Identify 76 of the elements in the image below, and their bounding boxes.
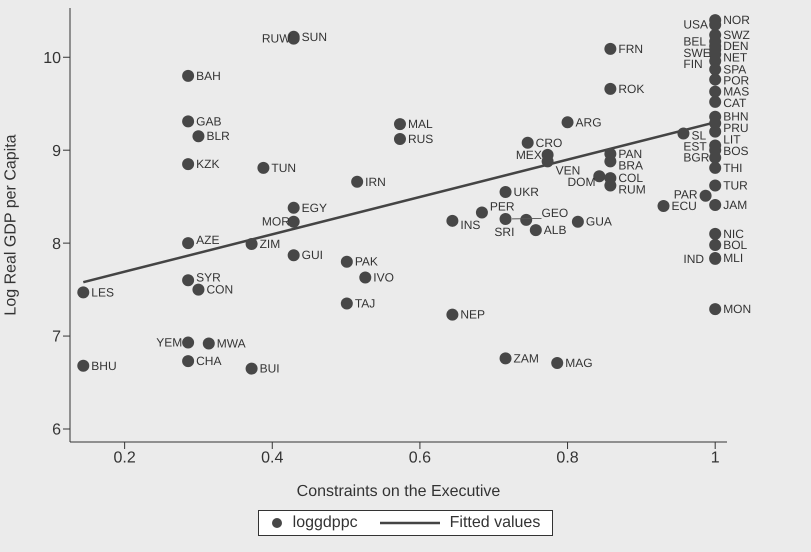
annotation: MON — [723, 302, 752, 316]
annotation: THI — [723, 160, 743, 175]
annotation: COL — [618, 171, 644, 186]
annotation: BHU — [91, 358, 117, 373]
annotation: NOR — [723, 13, 750, 28]
annotation: TAJ — [354, 296, 376, 311]
annotation: AZE — [196, 233, 220, 248]
annotation: BAH — [196, 68, 221, 83]
annotation: ZIM — [260, 237, 280, 252]
annotation: NEP — [460, 308, 486, 322]
annotation: BRA — [618, 158, 644, 172]
annotation: ARG — [576, 115, 602, 130]
annotation: ALB — [544, 223, 566, 238]
annotation: FRN — [618, 42, 644, 56]
y-tick-label: 7 — [52, 328, 62, 346]
annotation: INS — [460, 218, 480, 232]
annotation: LIT — [723, 132, 742, 147]
annotation: PRU — [723, 121, 749, 136]
annotation: CRO — [536, 136, 562, 150]
x-tick-label: 0.6 — [408, 449, 432, 466]
annotation: CON — [206, 282, 234, 297]
x-tick-label: 0.8 — [556, 449, 579, 466]
annotation: GUI — [302, 248, 324, 262]
annotation: TUN — [271, 160, 296, 175]
y-tick-label: 6 — [52, 422, 62, 439]
annotation: SWZ — [723, 28, 750, 42]
annotation: IVO — [373, 270, 394, 285]
annotation: SPA — [723, 62, 746, 76]
annotation: BOS — [723, 144, 749, 158]
annotation: RUM — [618, 182, 646, 197]
annotation: UKR — [514, 185, 540, 200]
annotation: TUR — [723, 178, 748, 193]
y-tick-label: 9 — [52, 142, 62, 160]
annotation: BEL — [683, 34, 706, 48]
x-axis-title: Constraints on the Executive — [296, 483, 500, 500]
y-tick-label: 10 — [43, 50, 62, 67]
annotation: PAN — [618, 146, 642, 161]
annotation: JAM — [723, 198, 748, 212]
annotation: MAL — [408, 117, 433, 132]
annotation: IND — [683, 252, 704, 266]
x-tick-label: 0.2 — [114, 449, 136, 466]
annotation: KZK — [196, 157, 220, 172]
annotation: YEM — [156, 336, 182, 350]
annotation: RUS — [408, 132, 434, 146]
legend-label: Fitted values — [448, 514, 540, 532]
annotation: USA — [683, 18, 708, 32]
annotation: ZAM — [514, 351, 539, 366]
annotation: GUA — [586, 214, 612, 229]
annotation: VEN — [556, 163, 580, 178]
annotation: FIN — [683, 56, 703, 71]
annotation: BUI — [260, 362, 280, 376]
annotation: CHA — [196, 354, 222, 368]
annotation: MAG — [565, 356, 593, 370]
annotation: PER — [490, 199, 515, 214]
annotation: IRN — [365, 174, 386, 189]
annotation: SYR — [196, 270, 222, 284]
annotation: DOM — [567, 175, 596, 190]
annotation: LES — [91, 285, 114, 300]
annotation: ROK — [618, 82, 644, 96]
annotation: MWA — [216, 336, 246, 350]
annotation: SL — [691, 128, 706, 142]
x-tick-label: 1 — [710, 449, 720, 466]
legend-label: loggdppc — [292, 514, 358, 532]
x-tick-label: 0.4 — [261, 449, 284, 466]
annotation: GAB — [196, 114, 222, 128]
annotation: MEX — [516, 148, 542, 162]
annotation: PAK — [354, 254, 378, 269]
annotation: BLR — [206, 129, 230, 144]
y-axis-title: Log Real GDP per Capita — [2, 134, 20, 316]
annotation: BHN — [723, 110, 749, 124]
y-tick-label: 8 — [52, 236, 62, 253]
annotation: SUN — [302, 30, 328, 44]
annotation: SRI — [494, 224, 514, 239]
annotation: MLI — [723, 250, 744, 265]
annotation: GEO — [542, 206, 568, 220]
annotation: EGY — [302, 200, 328, 215]
